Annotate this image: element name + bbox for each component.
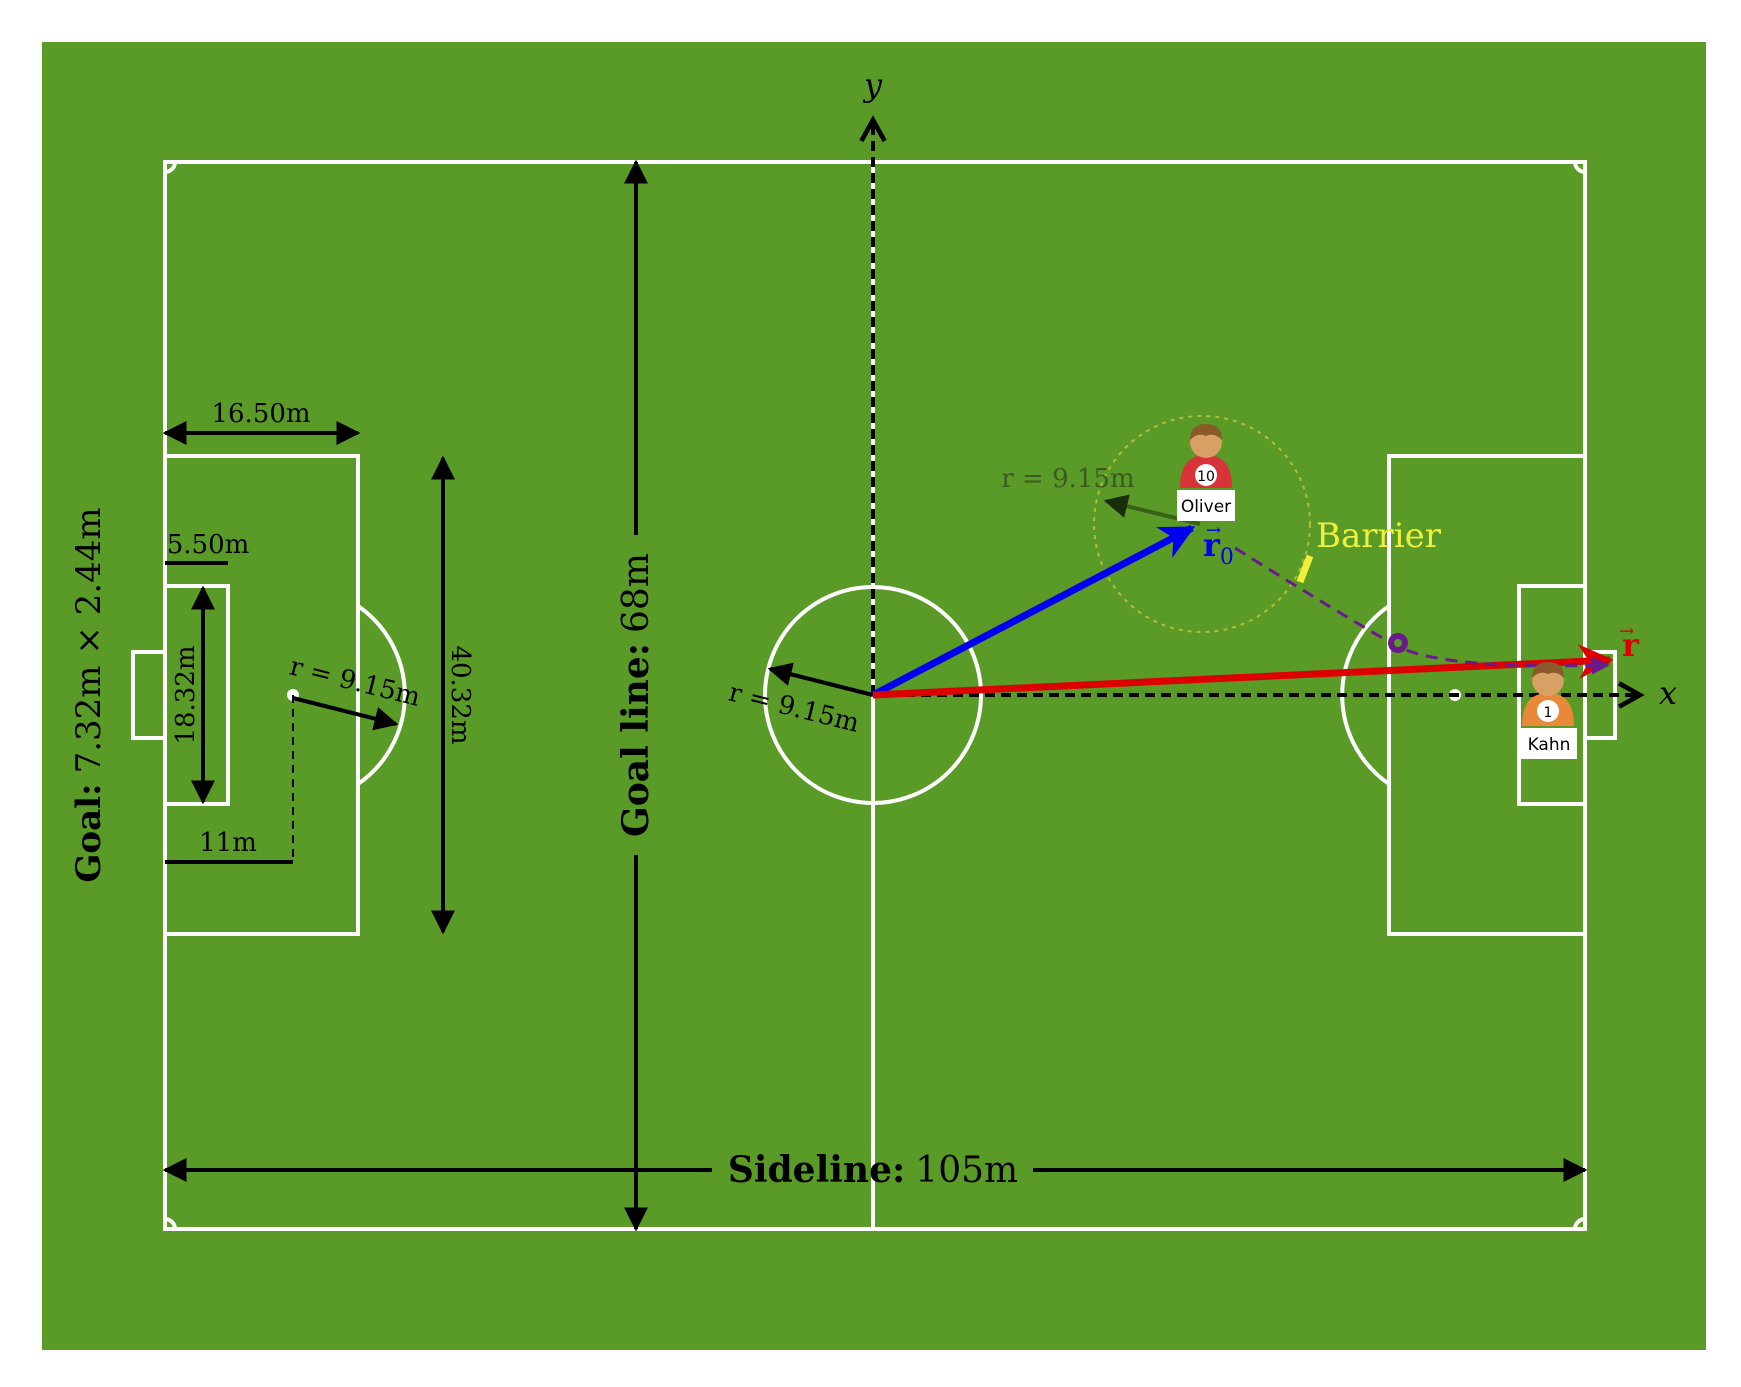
vector-r0-label: r0 <box>1203 526 1234 570</box>
vector-r0 <box>871 524 1196 699</box>
kahn-hair-icon <box>1532 662 1564 678</box>
penalty-width-label: 40.32m <box>445 645 475 744</box>
kahn-name: Kahn <box>1528 735 1571 755</box>
oliver-name: Oliver <box>1181 497 1231 517</box>
x-axis-label: x <box>1659 674 1677 712</box>
goal-line-label: Goal line: 68m <box>615 553 657 837</box>
oliver-radius-label: r = 9.15m <box>1001 464 1134 494</box>
kahn-number: 1 <box>1544 705 1553 721</box>
sideline-label-value: 105m <box>915 1150 1018 1191</box>
barrier-wall <box>1296 554 1314 584</box>
center-radius-arrow <box>767 662 874 697</box>
vector-r0-subscript: 0 <box>1220 545 1234 570</box>
oliver-number: 10 <box>1197 469 1215 485</box>
corner-arc-top-left <box>164 161 177 174</box>
goal-size-label-value: 7.32m × 2.44m <box>69 507 109 773</box>
corner-arc-bottom-right <box>1573 1217 1586 1230</box>
vector-r-label: r <box>1622 626 1640 664</box>
player-oliver: 10 Oliver <box>1177 424 1235 521</box>
sideline-label-bold: Sideline: <box>728 1149 905 1191</box>
penalty-spot-distance-label: 11m <box>199 828 257 858</box>
goal-size-label-bold: Goal: <box>69 783 109 882</box>
kahn-number-badge <box>1537 700 1559 722</box>
barrier-label: Barrier <box>1316 516 1442 556</box>
goal-line-label-value: 68m <box>616 553 657 633</box>
sideline-label: Sideline: 105m <box>728 1149 1018 1191</box>
oliver-name-box <box>1177 490 1235 521</box>
vector-r <box>872 644 1614 699</box>
vector-r0-symbol: r <box>1203 526 1221 564</box>
goal-box-width-label: 18.32m <box>171 645 201 744</box>
left-arc-radius-arrow <box>292 696 399 731</box>
oliver-radius-circle <box>1093 415 1311 633</box>
kahn-name-box <box>1521 728 1577 759</box>
corner-arc-top-right <box>1573 161 1586 174</box>
oliver-number-badge <box>1195 464 1217 486</box>
goal-box-depth-label: 5.50m <box>167 530 250 560</box>
left-goal <box>131 650 167 740</box>
oliver-hair-icon <box>1190 424 1222 440</box>
goal-size-label: Goal: 7.32m × 2.44m <box>69 507 109 882</box>
vector-r0-arrow-accent: → <box>1206 520 1221 541</box>
soccer-ball-icon <box>1388 633 1408 653</box>
y-axis-label: y <box>862 66 883 104</box>
corner-arc-bottom-left <box>164 1217 177 1230</box>
left-penalty-arc <box>356 604 407 786</box>
vector-r-arrow-accent: → <box>1619 621 1634 642</box>
goal-line-label-bold: Goal line: <box>615 643 657 837</box>
player-kahn: 1 Kahn <box>1521 662 1577 759</box>
center-circle <box>763 585 983 805</box>
penalty-depth-label: 16.50m <box>211 399 310 429</box>
